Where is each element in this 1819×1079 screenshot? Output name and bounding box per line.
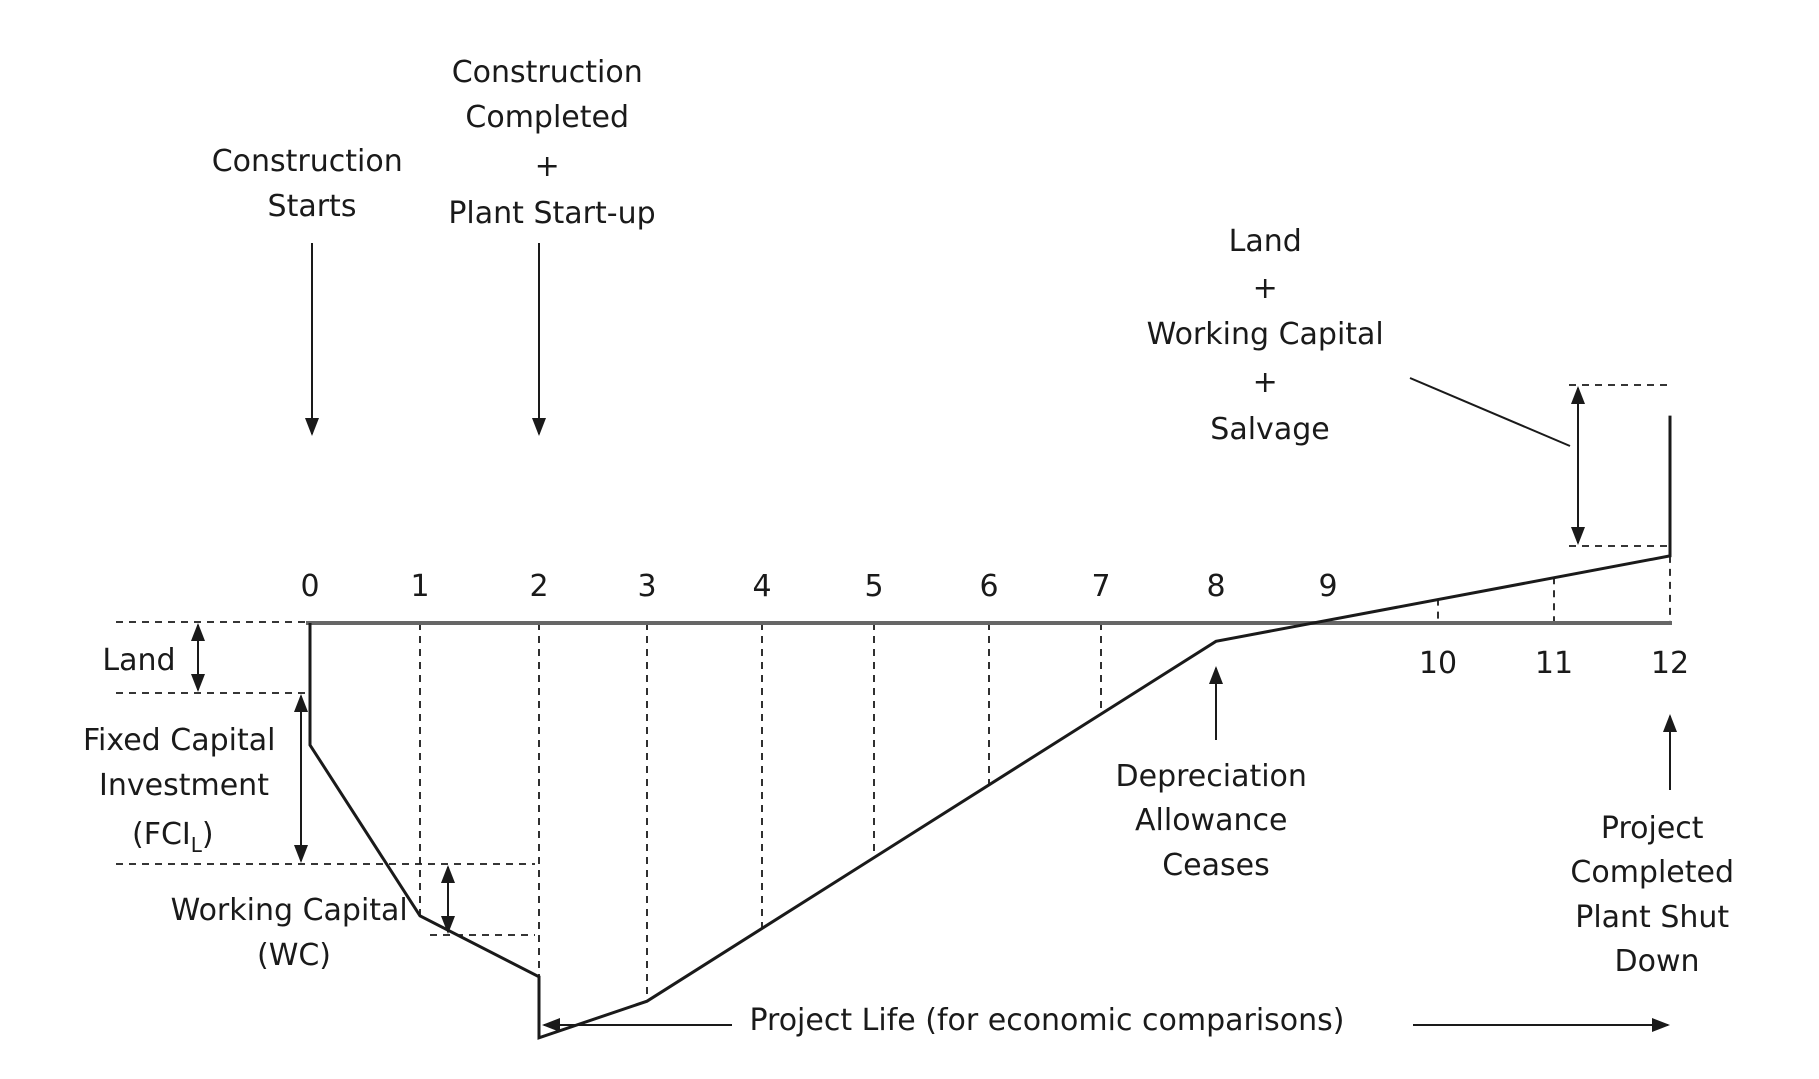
cumulative-cash-position-curve: [308, 415, 1672, 1040]
year-tick-label: 12: [1651, 646, 1689, 681]
project-completed-label: Project Completed Plant Shut Down: [1570, 811, 1743, 979]
year-tick-label: 6: [979, 569, 998, 604]
year-tick-label: 11: [1535, 646, 1573, 681]
depreciation-label: Depreciation Allowance Ceases: [1116, 759, 1317, 883]
year-tick-label: 3: [637, 569, 656, 604]
construction-starts-label: Construction Starts: [212, 144, 413, 224]
land-label: Land: [102, 643, 175, 678]
fixed-capital-label: Fixed Capital Investment: [83, 723, 285, 803]
year-tick-label: 7: [1091, 569, 1110, 604]
year-tick-label: 5: [864, 569, 883, 604]
year-tick-label: 1: [410, 569, 429, 604]
construction-completed-label: Construction Completed + Plant Start-up: [448, 55, 655, 231]
year-tick-label: 9: [1318, 569, 1337, 604]
fci-label: (FCIL): [132, 817, 214, 857]
year-tick-label: 2: [529, 569, 548, 604]
year-tick-label: 10: [1419, 646, 1457, 681]
year-tick-label: 4: [752, 569, 771, 604]
year-tick-label: 8: [1206, 569, 1225, 604]
working-capital-label: Working Capital (WC): [171, 893, 418, 973]
year-tick-label: 0: [300, 569, 319, 604]
land-wc-salvage-label: Land + Working Capital + Salvage: [1147, 224, 1394, 447]
salvage-leader-line: [1409, 377, 1571, 447]
project-life-label: Project Life (for economic comparisons): [749, 1003, 1344, 1038]
